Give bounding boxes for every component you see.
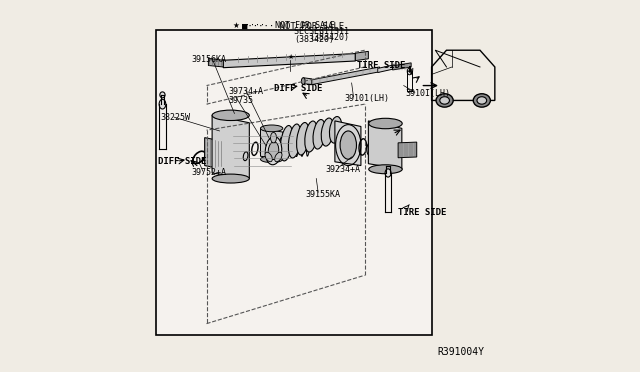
Text: SEC. 311: SEC. 311 — [294, 27, 335, 36]
Text: 39155KA: 39155KA — [305, 190, 340, 199]
Ellipse shape — [289, 124, 301, 158]
Text: 39734+A: 39734+A — [229, 87, 264, 96]
Text: DIFF SIDE: DIFF SIDE — [158, 157, 207, 166]
Ellipse shape — [290, 131, 294, 157]
Ellipse shape — [296, 122, 309, 155]
Polygon shape — [392, 63, 411, 70]
Polygon shape — [209, 58, 223, 67]
Ellipse shape — [369, 165, 402, 174]
Polygon shape — [335, 121, 361, 166]
Text: 38225W: 38225W — [160, 113, 190, 122]
Text: DIFF SIDE: DIFF SIDE — [273, 84, 322, 93]
Ellipse shape — [340, 131, 356, 159]
Ellipse shape — [301, 126, 305, 156]
Ellipse shape — [367, 142, 374, 155]
Text: 39156KA: 39156KA — [191, 55, 227, 64]
Text: R391004Y: R391004Y — [438, 347, 485, 356]
Ellipse shape — [313, 119, 326, 149]
Ellipse shape — [330, 116, 342, 143]
Text: 39752+A: 39752+A — [191, 168, 227, 177]
Ellipse shape — [159, 99, 166, 109]
Ellipse shape — [160, 92, 165, 98]
Ellipse shape — [265, 152, 273, 162]
Polygon shape — [260, 128, 283, 159]
Ellipse shape — [477, 97, 486, 104]
Polygon shape — [223, 54, 355, 68]
Ellipse shape — [260, 125, 283, 132]
Text: 39101(LH): 39101(LH) — [344, 94, 389, 103]
Text: TIRE SIDE: TIRE SIDE — [398, 208, 447, 217]
Polygon shape — [205, 138, 223, 169]
Text: (383420): (383420) — [309, 33, 349, 42]
Polygon shape — [355, 51, 369, 61]
Ellipse shape — [385, 169, 391, 177]
Bar — [156, 30, 431, 335]
Polygon shape — [212, 115, 250, 179]
Ellipse shape — [305, 121, 317, 152]
Ellipse shape — [436, 94, 453, 107]
Ellipse shape — [301, 78, 305, 84]
Ellipse shape — [307, 123, 311, 156]
Ellipse shape — [212, 174, 250, 183]
Ellipse shape — [321, 118, 333, 146]
Text: 3910I(LH): 3910I(LH) — [406, 89, 451, 98]
Text: 39735: 39735 — [229, 96, 254, 105]
Ellipse shape — [271, 132, 276, 143]
Ellipse shape — [260, 156, 283, 163]
Text: ★: ★ — [287, 54, 293, 60]
Ellipse shape — [212, 110, 250, 121]
Text: SEC. 311: SEC. 311 — [309, 27, 349, 36]
Ellipse shape — [280, 125, 293, 161]
Polygon shape — [378, 65, 394, 73]
Ellipse shape — [440, 97, 449, 104]
Ellipse shape — [268, 142, 279, 160]
Polygon shape — [303, 78, 312, 84]
Text: ★: ★ — [233, 21, 240, 30]
Ellipse shape — [473, 94, 490, 107]
Ellipse shape — [275, 152, 282, 162]
Text: ·····  NOT FOR SALE: ····· NOT FOR SALE — [240, 21, 335, 30]
Text: ■····· NOT FOR SALE: ■····· NOT FOR SALE — [242, 22, 344, 31]
Ellipse shape — [243, 152, 248, 161]
Polygon shape — [398, 142, 417, 158]
Ellipse shape — [407, 68, 412, 75]
Ellipse shape — [265, 137, 282, 165]
Polygon shape — [310, 67, 380, 85]
Text: TIRE SIDE: TIRE SIDE — [357, 61, 406, 70]
Ellipse shape — [369, 118, 402, 129]
Ellipse shape — [279, 137, 283, 157]
Text: 39234+A: 39234+A — [326, 165, 360, 174]
Ellipse shape — [296, 128, 300, 157]
Text: (383420): (383420) — [294, 35, 335, 44]
Ellipse shape — [284, 134, 289, 157]
Polygon shape — [369, 121, 402, 169]
